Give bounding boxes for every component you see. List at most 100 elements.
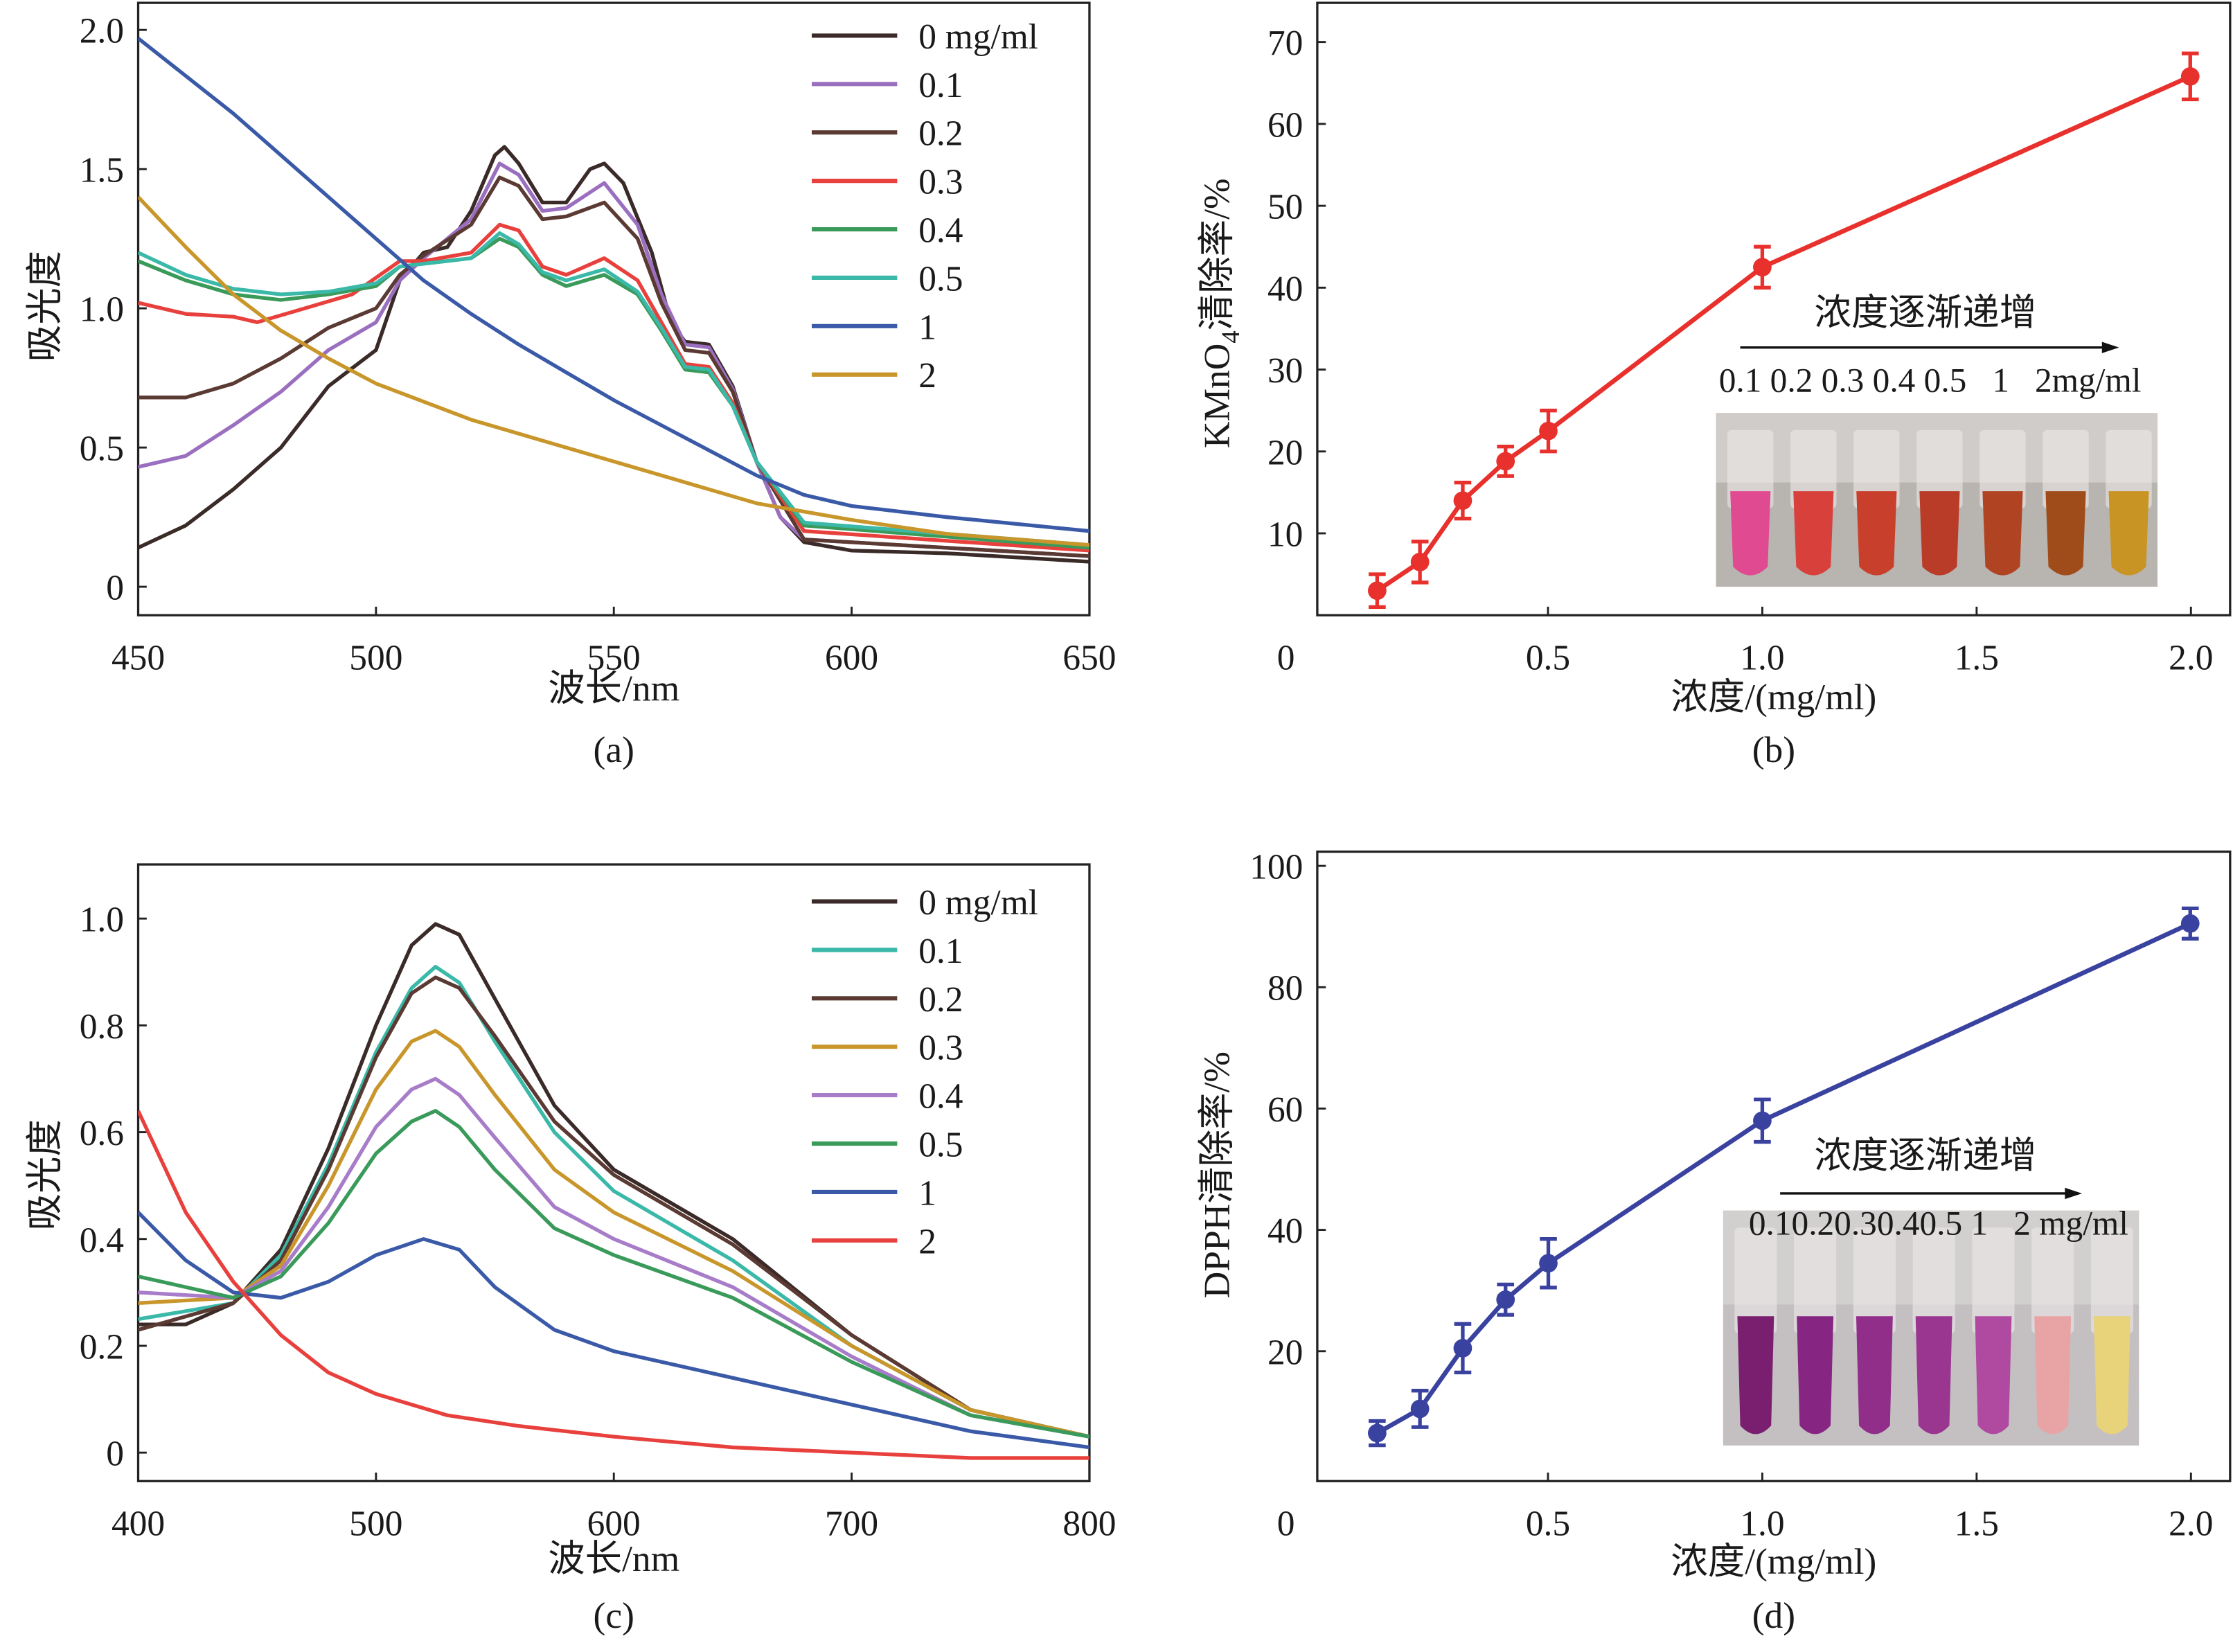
data-point (1367, 581, 1387, 601)
tube-cap (2106, 429, 2152, 508)
x-tick-label: 450 (112, 638, 165, 677)
series-line (138, 231, 1089, 547)
y-label-subscript: 4 (1217, 330, 1245, 344)
legend-label: 0.4 (918, 211, 963, 251)
legend-label: 2 (918, 1222, 936, 1261)
tube-liquid (1915, 1316, 1952, 1435)
tube-liquid (1982, 491, 2023, 576)
x-tick-label: 400 (112, 1504, 165, 1543)
tube-cap (1853, 429, 1900, 508)
y-label-main: KMnO (1195, 344, 1237, 448)
y-tick-label: 100 (1249, 848, 1303, 887)
plot-frame (1316, 1, 2232, 616)
inset-concentration-labels: 0.10.20.30.40.5 1 2 mg/ml (1749, 1205, 2128, 1243)
x-axis-label: 波长/nm (548, 1538, 679, 1579)
y-tick-label: 0.2 (80, 1327, 124, 1367)
panel-label: (a) (594, 729, 634, 770)
y-axis-label: DPPH清除率/% (1195, 1051, 1237, 1298)
tube-liquid (1730, 491, 1771, 576)
x-tick-label: 0 (1277, 638, 1295, 677)
y-tick-label: 0 (106, 1435, 124, 1474)
data-point (1410, 552, 1430, 571)
y-label-rest: 清除率/% (1195, 179, 1237, 331)
y-tick-label: 2.0 (80, 12, 124, 51)
tube-liquid (2045, 491, 2086, 576)
x-tick-label: 500 (349, 638, 402, 677)
legend-label: 0.1 (918, 932, 963, 971)
x-tick-label: 1.5 (1955, 638, 1999, 677)
data-point (1410, 1399, 1430, 1419)
y-tick-label: 10 (1267, 515, 1303, 554)
y-tick-label: 0.4 (80, 1220, 124, 1260)
x-tick-label: 800 (1062, 1504, 1116, 1543)
series-line (138, 37, 1089, 533)
data-point (1753, 258, 1772, 277)
data-point (1453, 1339, 1473, 1358)
legend-label: 2 (918, 356, 936, 396)
x-tick-label: 0.5 (1526, 1504, 1570, 1543)
y-axis-label: 吸光度 (24, 1119, 65, 1230)
series-line (138, 1110, 1089, 1460)
tube-cap (1980, 429, 2026, 508)
tube-liquid (1793, 491, 1834, 576)
series-line (138, 1211, 1089, 1450)
series-line (138, 195, 1089, 547)
data-point (1539, 1254, 1558, 1273)
data-point (1367, 1423, 1387, 1443)
x-tick-label: 0.5 (1526, 638, 1570, 677)
tube-cap (2043, 429, 2089, 508)
x-tick-label: 0 (1277, 1504, 1295, 1543)
tube-liquid (1797, 1316, 1834, 1435)
tube-liquid (1856, 1316, 1893, 1435)
y-tick-label: 20 (1267, 1333, 1303, 1372)
tube-liquid (2034, 1316, 2072, 1435)
data-point (2180, 66, 2200, 86)
y-tick-label: 30 (1267, 351, 1303, 391)
tube-liquid (1919, 491, 1960, 576)
y-tick-label: 50 (1267, 188, 1303, 227)
series-line (138, 145, 1089, 564)
legend-label: 0.2 (918, 114, 963, 154)
x-tick-label: 700 (825, 1504, 878, 1543)
x-axis-label: 波长/nm (548, 668, 679, 709)
series-line (138, 964, 1089, 1439)
x-tick-label: 2.0 (2169, 1504, 2213, 1543)
legend-label: 0.2 (918, 980, 963, 1020)
x-tick-label: 2.0 (2169, 638, 2213, 677)
y-axis-label: KMnO4清除率/% (1195, 179, 1245, 449)
y-axis-label: 吸光度 (24, 251, 65, 362)
y-tick-label: 0.8 (80, 1007, 124, 1047)
y-tick-label: 0 (106, 569, 124, 608)
y-tick-label: 40 (1267, 269, 1303, 309)
tube-liquid (2108, 491, 2149, 576)
panel-label: (b) (1752, 729, 1795, 770)
data-point (1496, 1290, 1515, 1309)
tube-liquid (2094, 1316, 2130, 1435)
legend-label: 0 mg/ml (918, 883, 1038, 923)
x-tick-label: 1.0 (1740, 1504, 1784, 1543)
legend-label: 0.5 (918, 259, 963, 299)
data-point (1453, 491, 1473, 510)
tube-liquid (1737, 1316, 1774, 1435)
panel-a: 450 500 550 600 650 0 0.5 1.0 1.5 2.0 波长/nm (a) 吸光度 0… (24, 1, 1116, 770)
panel-c: 400 500 600 700 800 0 0.2 0.4 0.6 0.8 1.0 波长/nm (c) 吸… (24, 863, 1116, 1636)
series-line (138, 1029, 1089, 1439)
y-tick-label: 20 (1267, 433, 1303, 472)
tube-cap (2031, 1227, 2074, 1333)
data-point (2180, 914, 2200, 933)
tube-liquid (1975, 1316, 2012, 1435)
x-tick-label: 600 (825, 638, 878, 677)
legend-label: 0.3 (918, 1029, 963, 1068)
plot-frame (1316, 850, 2232, 1482)
y-tick-label: 1.0 (80, 290, 124, 330)
tube-cap (1916, 429, 1963, 508)
x-tick-label: 650 (1062, 638, 1116, 677)
x-tick-label: 600 (587, 1504, 641, 1543)
tube-cap (1734, 1227, 1777, 1333)
tube-cap (1727, 429, 1774, 508)
legend-label: 1 (918, 308, 936, 347)
inset-title: 浓度逐渐递增 (1815, 292, 2037, 333)
data-point (1496, 452, 1515, 471)
legend-label: 0 mg/ml (918, 17, 1038, 57)
